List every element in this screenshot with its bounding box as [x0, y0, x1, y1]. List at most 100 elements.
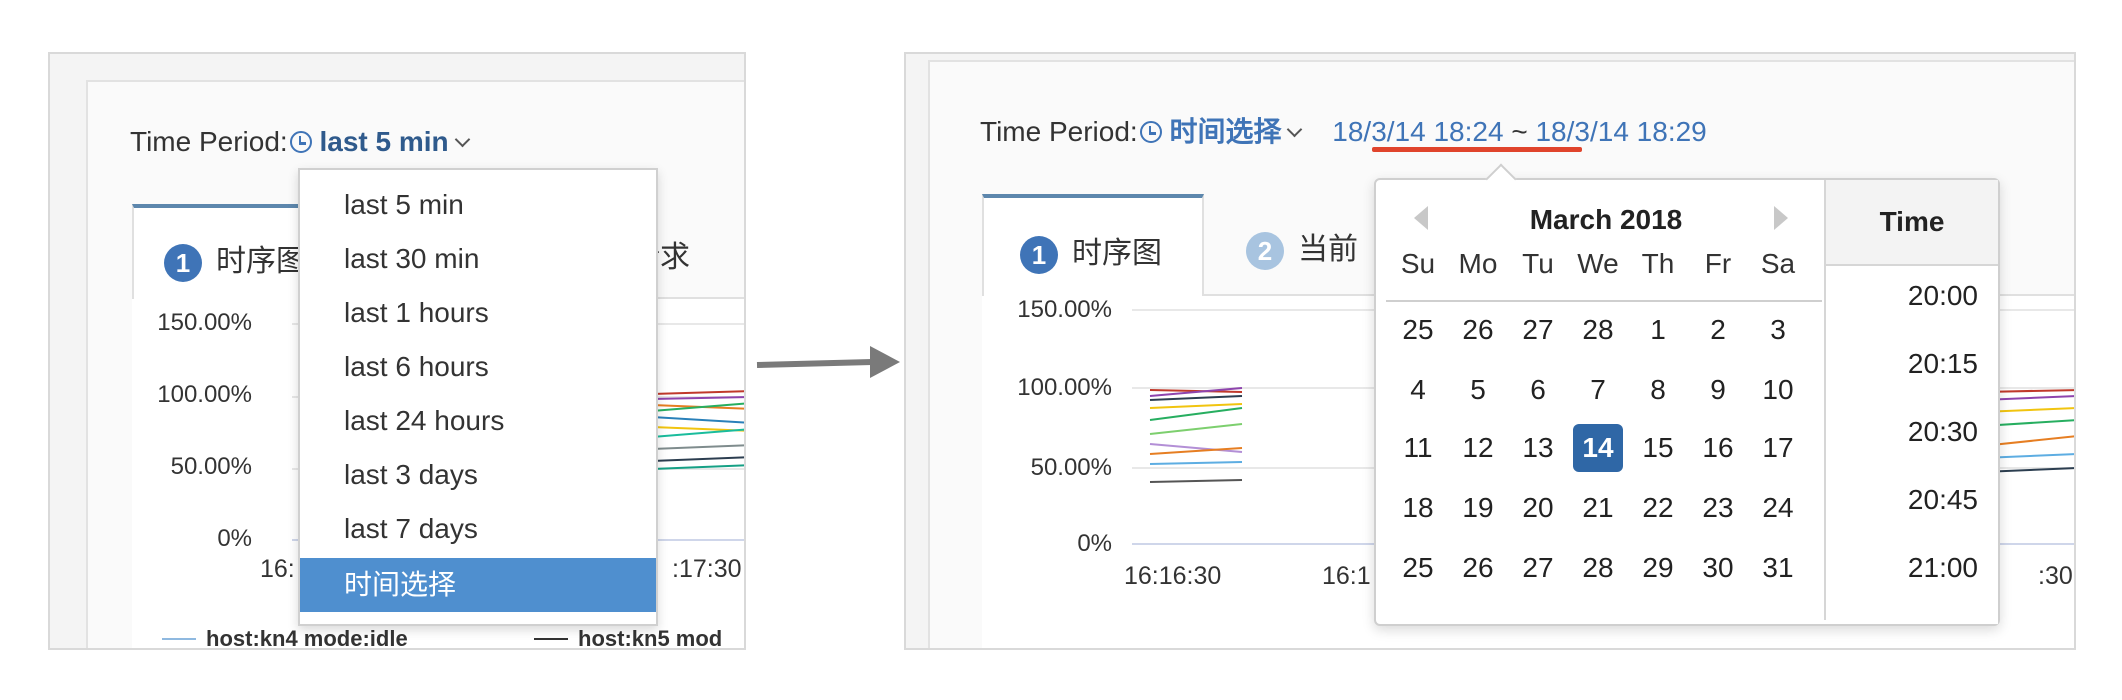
calendar-day[interactable]: 11 — [1403, 432, 1433, 463]
time-period-selector[interactable]: Time Period: 时间选择 18/3/14 18:24 ~ 18/3/1… — [980, 110, 1707, 150]
tab-number-badge: 1 — [1020, 236, 1058, 275]
legend-item: host:kn4 mode:idle — [162, 626, 408, 648]
calendar-month-title: March 2018 — [1529, 204, 1683, 235]
y-tick-label: 150.00% — [1017, 296, 1112, 323]
tab-label: 当前 — [1298, 233, 1358, 266]
calendar-day[interactable]: 10 — [1762, 374, 1794, 405]
calendar-day[interactable]: 28 — [1582, 552, 1614, 583]
calendar-day[interactable]: 9 — [1710, 374, 1726, 405]
time-period-value[interactable]: last 5 min — [319, 126, 449, 157]
tab-label: 时序图 — [216, 245, 306, 278]
calendar-day[interactable]: 18 — [1402, 492, 1434, 523]
calendar-day[interactable]: 6 — [1530, 374, 1546, 405]
active-field-underline — [1372, 147, 1582, 152]
legend-item: host:kn5 mod — [534, 626, 722, 648]
chevron-down-icon[interactable] — [454, 131, 470, 148]
y-tick-label: 50.00% — [1030, 454, 1112, 481]
calendar-day[interactable]: 29 — [1642, 552, 1674, 583]
calendar-day[interactable]: 24 — [1762, 492, 1794, 523]
calendar-day[interactable]: 26 — [1462, 552, 1494, 583]
tab-number-badge: 1 — [164, 244, 202, 283]
time-option[interactable]: 20:15 — [1907, 348, 1978, 379]
y-tick-label: 0% — [217, 525, 252, 552]
dropdown-item[interactable]: last 3 days — [344, 459, 478, 490]
calendar-day[interactable]: 1 — [1650, 314, 1666, 345]
calendar-day[interactable]: 3 — [1770, 314, 1786, 345]
time-column-divider — [1824, 180, 1826, 620]
weekday-label: We — [1577, 248, 1619, 279]
calendar-day[interactable]: 25 — [1402, 552, 1434, 583]
calendar-day[interactable]: 21 — [1582, 492, 1614, 523]
tab-number-badge: 2 — [1246, 232, 1284, 271]
weekday-label: Tu — [1522, 248, 1554, 279]
calendar-day[interactable]: 26 — [1462, 314, 1494, 345]
weekday-label: Sa — [1760, 248, 1796, 279]
next-month-icon[interactable] — [1774, 206, 1788, 230]
calendar-day[interactable]: 23 — [1702, 492, 1734, 523]
right-screenshot-panel: Time Period: 时间选择 18/3/14 18:24 ~ 18/3/1… — [904, 52, 2076, 650]
tab-timeseries[interactable]: 1 时序图 — [982, 194, 1204, 296]
time-period-dropdown: last 5 min last 30 min last 1 hours last… — [298, 168, 658, 626]
y-tick-label: 100.00% — [157, 381, 252, 408]
calendar-day[interactable]: 13 — [1522, 432, 1554, 463]
calendar-day-selected[interactable]: 14 — [1573, 424, 1623, 472]
time-header: Time — [1826, 180, 1998, 266]
calendar-day[interactable]: 16 — [1702, 432, 1734, 463]
calendar-day[interactable]: 27 — [1522, 552, 1554, 583]
y-tick-label: 0% — [1077, 530, 1112, 557]
weekday-label: Su — [1400, 248, 1436, 279]
x-tick-label: 16:16:30 — [1124, 562, 1222, 590]
dropdown-item[interactable]: last 7 days — [344, 513, 478, 544]
range-separator: ~ — [1511, 116, 1528, 147]
dropdown-item[interactable]: last 5 min — [344, 189, 464, 220]
x-tick-label: :30 — [2038, 562, 2073, 590]
chevron-down-icon[interactable] — [1287, 121, 1303, 138]
tab-current[interactable]: 2 当前 — [1246, 224, 1358, 271]
weekday-label: Mo — [1458, 248, 1498, 279]
time-period-selector[interactable]: Time Period: last 5 min — [130, 126, 470, 158]
x-tick-label: 16:1 — [1322, 562, 1371, 590]
time-option[interactable]: 20:45 — [1907, 484, 1978, 515]
calendar-day[interactable]: 7 — [1590, 374, 1606, 405]
clock-icon — [289, 131, 312, 153]
calendar-day[interactable]: 20 — [1522, 492, 1554, 523]
calendar-day[interactable]: 30 — [1702, 552, 1734, 583]
y-tick-label: 150.00% — [157, 309, 252, 336]
range-start-date[interactable]: 18/3/14 18:24 — [1332, 116, 1504, 147]
time-option[interactable]: 20:00 — [1907, 280, 1978, 311]
calendar-day[interactable]: 22 — [1642, 492, 1674, 523]
dropdown-item[interactable]: last 30 min — [344, 243, 480, 274]
calendar-day[interactable]: 28 — [1582, 314, 1614, 345]
calendar-day[interactable]: 8 — [1650, 374, 1666, 405]
time-period-value[interactable]: 时间选择 — [1169, 116, 1282, 147]
x-tick-label: 16: — [260, 555, 295, 583]
dropdown-item-selected[interactable]: 时间选择 — [300, 558, 656, 612]
time-list: Time 20:00 20:15 20:30 20:45 21:00 — [1826, 180, 1998, 624]
calendar-day[interactable]: 2 — [1710, 314, 1726, 345]
time-option[interactable]: 20:30 — [1907, 416, 1978, 447]
weekday-label: Th — [1641, 248, 1675, 279]
dropdown-item[interactable]: last 24 hours — [344, 405, 505, 436]
tab-label: 时序图 — [1072, 237, 1162, 270]
calendar-day[interactable]: 4 — [1410, 374, 1426, 405]
dropdown-item[interactable]: last 6 hours — [344, 351, 489, 382]
calendar-day[interactable]: 5 — [1470, 374, 1486, 405]
x-tick-label: :17:30 — [672, 555, 742, 583]
prev-month-icon[interactable] — [1414, 206, 1428, 230]
calendar-day[interactable]: 31 — [1762, 552, 1794, 583]
clock-icon — [1139, 121, 1162, 143]
calendar-day[interactable]: 17 — [1762, 432, 1794, 463]
time-period-label: Time Period: — [130, 126, 288, 157]
time-period-label: Time Period: — [980, 116, 1138, 147]
calendar-divider — [1386, 300, 1822, 302]
calendar-day[interactable]: 25 — [1402, 314, 1434, 345]
time-option[interactable]: 21:00 — [1907, 552, 1978, 583]
range-end-date[interactable]: 18/3/14 18:29 — [1535, 116, 1707, 147]
dropdown-item[interactable]: last 1 hours — [344, 297, 489, 328]
date-time-picker: March 2018 Su Mo Tu We Th Fr Sa 25 26 27 28 1 2 3 4 5 6… — [1374, 163, 2000, 626]
calendar-day[interactable]: 12 — [1462, 432, 1494, 463]
calendar-day[interactable]: 27 — [1522, 314, 1554, 345]
calendar-day[interactable]: 15 — [1642, 432, 1674, 463]
calendar-day[interactable]: 19 — [1462, 492, 1494, 523]
y-tick-label: 50.00% — [170, 453, 252, 480]
